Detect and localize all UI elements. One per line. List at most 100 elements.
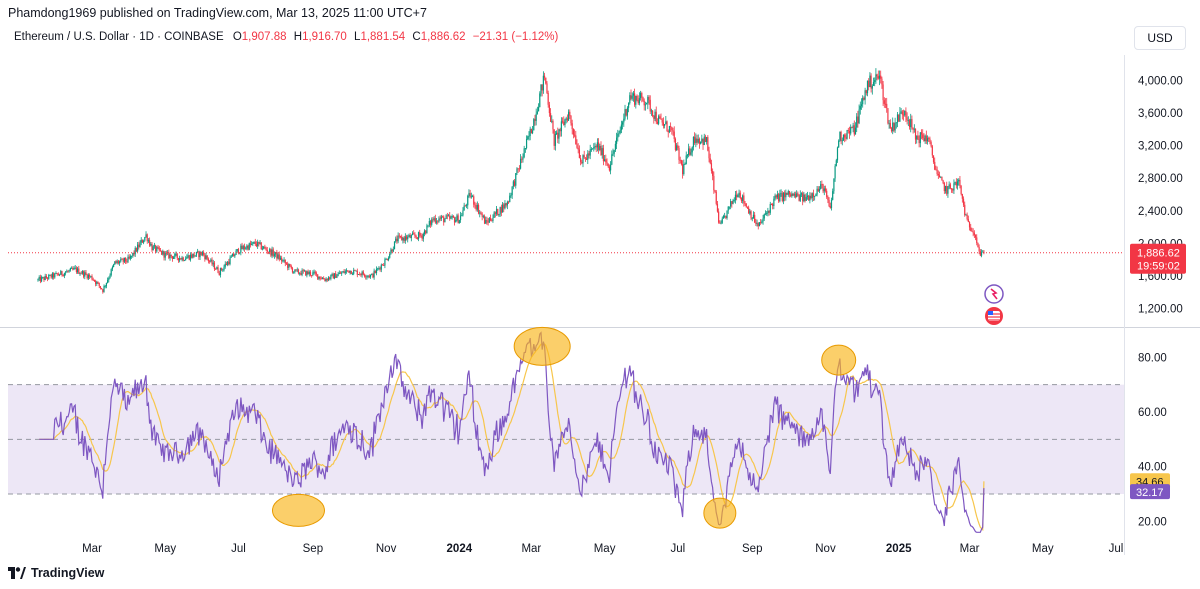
candle-body	[716, 203, 719, 212]
candle-body	[493, 212, 495, 218]
candle-body	[670, 126, 672, 127]
candle-body	[222, 269, 224, 271]
candle-body	[489, 218, 492, 221]
candle-body	[896, 114, 899, 123]
candle-body	[719, 222, 721, 224]
candle-body	[305, 270, 307, 276]
candle-body	[889, 122, 891, 129]
candle-body	[141, 239, 144, 243]
candle-body	[569, 111, 571, 116]
candle-body	[104, 286, 106, 287]
candle-body	[177, 258, 180, 261]
candle-body	[425, 230, 427, 234]
candle-body	[808, 195, 810, 201]
candle-body	[37, 279, 39, 281]
candle-body	[341, 272, 343, 274]
candle-body	[246, 245, 248, 249]
candle-body	[809, 195, 811, 201]
candle-body	[784, 192, 786, 198]
alert-icon[interactable]	[984, 284, 1004, 304]
candle-body	[90, 276, 92, 277]
candle-body	[703, 136, 705, 146]
candle-body	[81, 271, 83, 274]
candle-body	[518, 168, 520, 170]
candle-body	[415, 236, 417, 238]
candle-body	[728, 206, 731, 208]
candle-body	[712, 170, 714, 176]
candle-body	[171, 256, 174, 259]
candle-body	[317, 274, 319, 279]
rsi-value: 32.17	[1136, 487, 1164, 499]
candle-body	[203, 252, 205, 255]
rsi-highlight-ellipse[interactable]	[703, 497, 737, 529]
candle-body	[488, 218, 490, 223]
candle-body	[757, 223, 759, 227]
candle-body	[632, 93, 635, 96]
candle-body	[151, 244, 153, 251]
candle-body	[863, 97, 865, 100]
price-tick-label: 1,600.00	[1138, 271, 1183, 283]
candle-body	[509, 195, 511, 203]
last-price-tag[interactable]	[1130, 243, 1186, 274]
time-tick-label: Jul	[670, 543, 685, 555]
candle-body	[245, 248, 247, 250]
candle-body	[852, 125, 854, 128]
close-label: C	[412, 31, 421, 43]
candle-body	[199, 251, 201, 258]
time-tick-label: Mar	[960, 543, 980, 555]
candle-body	[57, 274, 59, 276]
candle-body	[127, 256, 129, 262]
us-flag-icon[interactable]	[985, 307, 1003, 325]
symbol-legend[interactable]: Ethereum / U.S. Dollar · 1D · COINBASE O…	[14, 31, 558, 43]
candle-body	[481, 213, 483, 217]
candle-body	[51, 273, 53, 278]
candle-body	[159, 250, 162, 252]
candle-body	[515, 173, 517, 186]
candle-body	[848, 130, 851, 134]
low-value: 1,881.54	[360, 31, 406, 43]
candle-body	[640, 93, 642, 99]
candle-body	[630, 95, 632, 99]
candle-body	[936, 169, 938, 174]
price-axis[interactable]: 4,000.00 3,600.00 3,200.00 2,800.00 2,400.00…	[1130, 75, 1186, 316]
price-pane[interactable]	[0, 55, 1200, 555]
candle-body	[591, 148, 594, 150]
candle-body	[447, 215, 450, 217]
candle-body	[97, 282, 99, 283]
candle-body	[410, 235, 412, 239]
candle-body	[576, 144, 578, 148]
currency-button[interactable]: USD	[1134, 26, 1186, 50]
candle-body	[147, 240, 150, 242]
candle-body	[350, 270, 352, 275]
candle-body	[958, 179, 960, 182]
candle-body	[868, 80, 870, 88]
candle-body	[450, 217, 452, 219]
candle-body	[559, 129, 561, 132]
candle-body	[287, 263, 289, 268]
candle-body	[309, 271, 312, 276]
candle-body	[193, 253, 195, 257]
candle-body	[191, 254, 193, 258]
rsi-highlight-ellipse[interactable]	[513, 326, 571, 366]
candle-body	[775, 195, 777, 198]
candle-body	[320, 278, 322, 280]
candle-body	[581, 161, 583, 164]
rsi-highlight-ellipse[interactable]	[821, 344, 857, 376]
candle-body	[529, 128, 531, 137]
candle-body	[181, 257, 183, 260]
candle-body	[277, 254, 279, 259]
candle-body	[200, 251, 202, 255]
candle-body	[818, 189, 821, 192]
time-axis[interactable]: Mar May Jul Sep Nov 2024 Mar May Jul Sep Nov 2025 Ma…	[82, 543, 1123, 555]
candle-body	[522, 157, 524, 160]
rsi-highlight-ellipse[interactable]	[271, 493, 325, 527]
rsi-tag[interactable]	[1130, 484, 1170, 500]
candle-body	[512, 181, 514, 187]
candle-body	[119, 261, 121, 264]
candle-body	[99, 285, 102, 289]
candle-body	[264, 246, 266, 248]
tradingview-logo[interactable]: TradingView	[8, 566, 104, 580]
rsi-pane[interactable]	[8, 326, 1124, 533]
